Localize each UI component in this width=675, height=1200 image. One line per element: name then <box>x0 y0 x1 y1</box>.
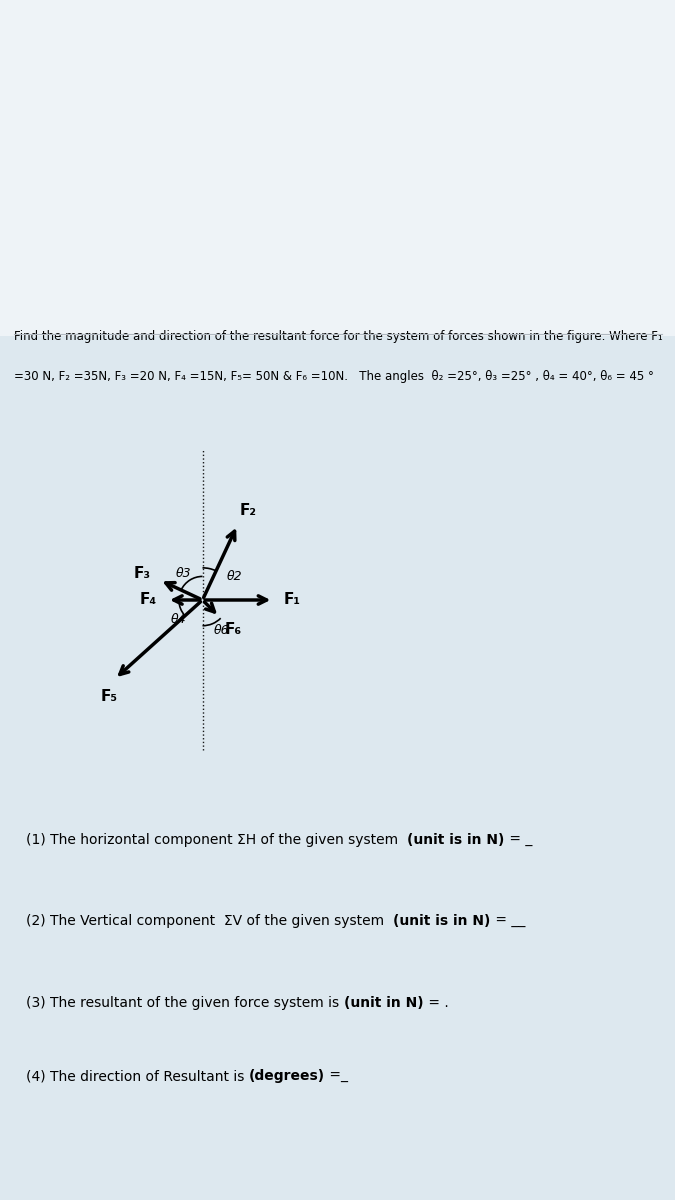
Text: θ3: θ3 <box>176 566 191 580</box>
Text: F₄: F₄ <box>139 593 157 607</box>
Text: Find the magnitude and direction of the resultant force for the system of forces: Find the magnitude and direction of the … <box>14 330 662 343</box>
Text: (1) The horizontal component ΣH of the given system: (1) The horizontal component ΣH of the g… <box>26 833 407 847</box>
Text: F₁: F₁ <box>284 593 301 607</box>
Text: = __: = __ <box>491 914 525 929</box>
Text: (unit in N): (unit in N) <box>344 996 424 1010</box>
Text: = .: = . <box>424 996 448 1010</box>
Text: =30 N, F₂ =35N, F₃ =20 N, F₄ =15N, F₅= 50N & F₆ =10N.   The angles  θ₂ =25°, θ₃ : =30 N, F₂ =35N, F₃ =20 N, F₄ =15N, F₅= 5… <box>14 370 653 383</box>
Text: θ2: θ2 <box>227 570 242 583</box>
Text: (degrees): (degrees) <box>249 1069 325 1084</box>
Text: = _: = _ <box>505 833 532 847</box>
Text: (unit is in N): (unit is in N) <box>407 833 505 847</box>
Text: F₅: F₅ <box>101 689 118 703</box>
Text: (4) The direction of Resultant is: (4) The direction of Resultant is <box>26 1069 249 1084</box>
Text: (2) The Vertical component  ΣV of the given system: (2) The Vertical component ΣV of the giv… <box>26 914 394 929</box>
Text: =_: =_ <box>325 1069 348 1084</box>
Text: F₂: F₂ <box>240 503 256 517</box>
Text: θ6: θ6 <box>214 624 230 636</box>
Text: (unit is in N): (unit is in N) <box>394 914 491 929</box>
Text: F₆: F₆ <box>225 622 242 637</box>
Text: F₃: F₃ <box>134 566 151 581</box>
Text: (3) The resultant of the given force system is: (3) The resultant of the given force sys… <box>26 996 344 1010</box>
Text: θ4: θ4 <box>171 613 187 625</box>
